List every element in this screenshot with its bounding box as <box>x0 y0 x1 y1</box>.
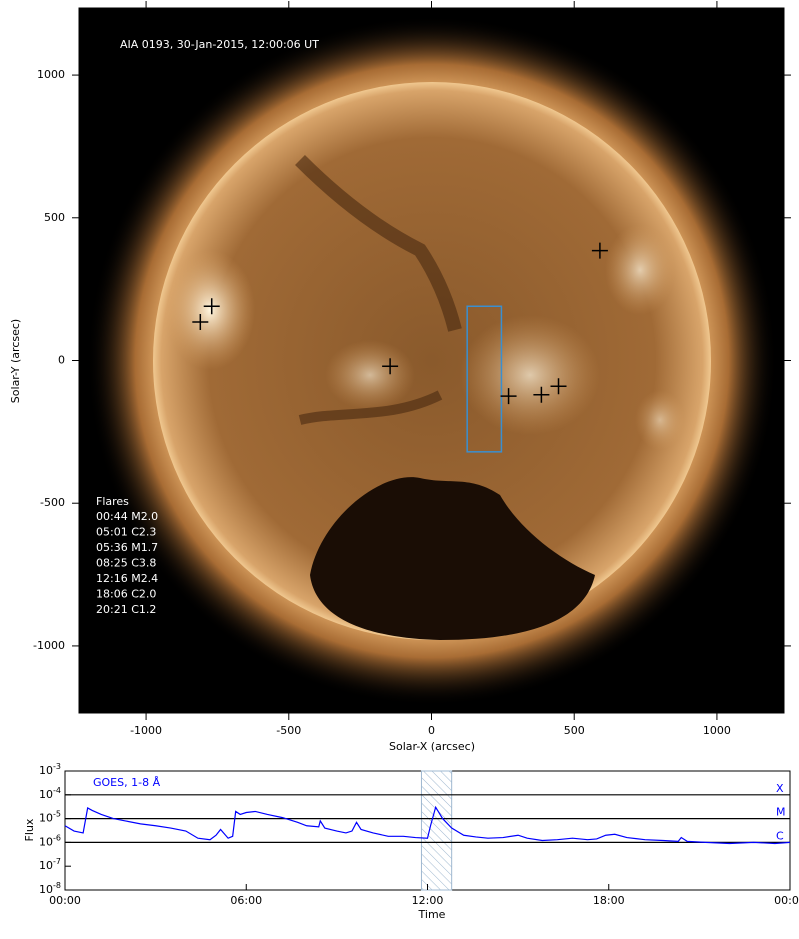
y-axis-label: Flux <box>23 818 36 841</box>
x-tick-label: 12:00 <box>412 894 444 907</box>
flare-entry: 20:21 C1.2 <box>96 603 156 616</box>
tick-base: 10 <box>39 859 53 872</box>
tick-base: 10 <box>39 812 53 825</box>
y-tick-label: 10-3 <box>39 762 61 778</box>
legend-entry: GOES, 1-8 Å <box>93 776 161 789</box>
y-tick-label: -500 <box>40 496 65 509</box>
y-tick-label: -1000 <box>33 639 65 652</box>
x-tick-label: 500 <box>564 724 585 737</box>
x-axis-label: Time <box>418 908 446 921</box>
tick-exponent: -5 <box>53 809 61 818</box>
x-axis-label: Solar-X (arcsec) <box>389 740 475 753</box>
class-label: C <box>776 829 784 842</box>
highlight <box>420 770 453 891</box>
sun-image <box>79 8 784 713</box>
tick-exponent: -8 <box>53 881 61 890</box>
flare-marker <box>550 378 567 395</box>
flare-marker <box>203 298 220 315</box>
flare-entry: 05:36 M1.7 <box>96 541 158 554</box>
y-tick-label: 10-6 <box>39 833 61 849</box>
tick-base: 10 <box>39 788 53 801</box>
flare-marker <box>533 386 550 403</box>
tick-exponent: -7 <box>53 857 61 866</box>
flare-entry: 18:06 C2.0 <box>96 588 156 601</box>
tick-exponent: -4 <box>53 785 61 794</box>
flares-title: Flares <box>96 495 129 508</box>
x-tick-label: 1000 <box>703 724 731 737</box>
tick-exponent: -6 <box>53 833 61 842</box>
class-label: M <box>776 806 786 819</box>
x-tick-label: 00:00 <box>49 894 81 907</box>
y-tick-label: 10-4 <box>39 785 61 801</box>
flare-marker <box>591 242 608 259</box>
tick-base: 10 <box>39 883 53 896</box>
x-tick-label: 18:00 <box>593 894 625 907</box>
x-tick-label: 00:00 <box>774 894 799 907</box>
tick-base: 10 <box>39 835 53 848</box>
flare-entry: 00:44 M2.0 <box>96 510 158 523</box>
y-tick-label: 10-7 <box>39 857 61 873</box>
y-tick-label: 0 <box>58 354 65 367</box>
flare-marker <box>382 358 399 375</box>
region-box <box>466 305 503 453</box>
x-tick-label: -500 <box>276 724 301 737</box>
x-tick-label: 06:00 <box>230 894 262 907</box>
flux-line <box>64 805 791 845</box>
flare-marker <box>192 313 209 330</box>
tick-exponent: -3 <box>53 762 61 771</box>
class-label: X <box>776 782 784 795</box>
y-tick-label: 1000 <box>37 68 65 81</box>
y-tick-label: 10-8 <box>39 881 61 897</box>
x-tick-label: -1000 <box>130 724 162 737</box>
y-tick-label: 10-5 <box>39 809 61 825</box>
flare-marker <box>500 388 517 405</box>
y-axis-label: Solar-Y (arcsec) <box>9 319 22 403</box>
flare-entry: 12:16 M2.4 <box>96 572 158 585</box>
y-tick-label: 500 <box>44 211 65 224</box>
flare-entry: 08:25 C3.8 <box>96 557 156 570</box>
x-tick-label: 0 <box>428 724 435 737</box>
tick-base: 10 <box>39 764 53 777</box>
image-title: AIA 0193, 30-Jan-2015, 12:00:06 UT <box>120 38 319 51</box>
flare-entry: 05:01 C2.3 <box>96 526 156 539</box>
